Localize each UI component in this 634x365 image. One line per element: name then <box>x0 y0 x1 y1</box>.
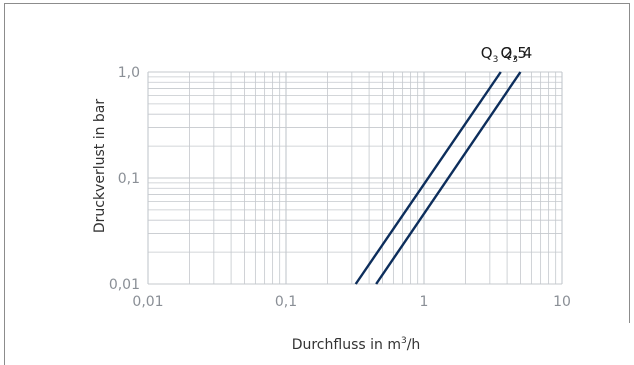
x-axis-title-superscript: 3 <box>401 336 407 346</box>
series-line <box>375 71 522 285</box>
y-tick-label: 0,1 <box>118 171 140 187</box>
x-tick-label: 10 <box>553 294 571 310</box>
series-label-rest: 4 <box>518 44 532 62</box>
series-lines <box>354 71 522 285</box>
series-label: Q3 2,5 <box>481 44 527 65</box>
series-labels: Q3 2,5Q3 4 <box>481 44 533 65</box>
series-label-subscript: 3 <box>512 55 518 65</box>
x-tick-label: 1 <box>420 294 429 310</box>
series-label-main: Q <box>500 44 512 62</box>
series-label-rest: 2,5 <box>498 44 527 62</box>
chart-border <box>4 3 630 365</box>
x-tick-label: 0,01 <box>132 294 163 310</box>
y-tick-label: 1,0 <box>118 65 140 81</box>
series-label: Q3 4 <box>500 44 532 65</box>
x-tick-label: 0,1 <box>275 294 297 310</box>
x-axis-title-main: Durchfluss in m <box>292 337 401 353</box>
y-axis-title: Druckverlust in bar <box>92 99 108 234</box>
series-label-main: Q <box>481 44 493 62</box>
series-label-subscript: 3 <box>493 55 499 65</box>
grid-lines <box>147 71 563 285</box>
y-tick-labels: 0,01 0,1 1,0 <box>109 65 140 293</box>
chart-outline <box>4 3 630 365</box>
y-tick-label: 0,01 <box>109 277 140 293</box>
x-axis-title-tail: /h <box>407 337 421 353</box>
x-axis-title: Durchfluss in m3/h <box>292 336 421 353</box>
series-line <box>354 71 502 285</box>
x-tick-labels: 0,01 0,1 1 10 <box>132 294 571 310</box>
